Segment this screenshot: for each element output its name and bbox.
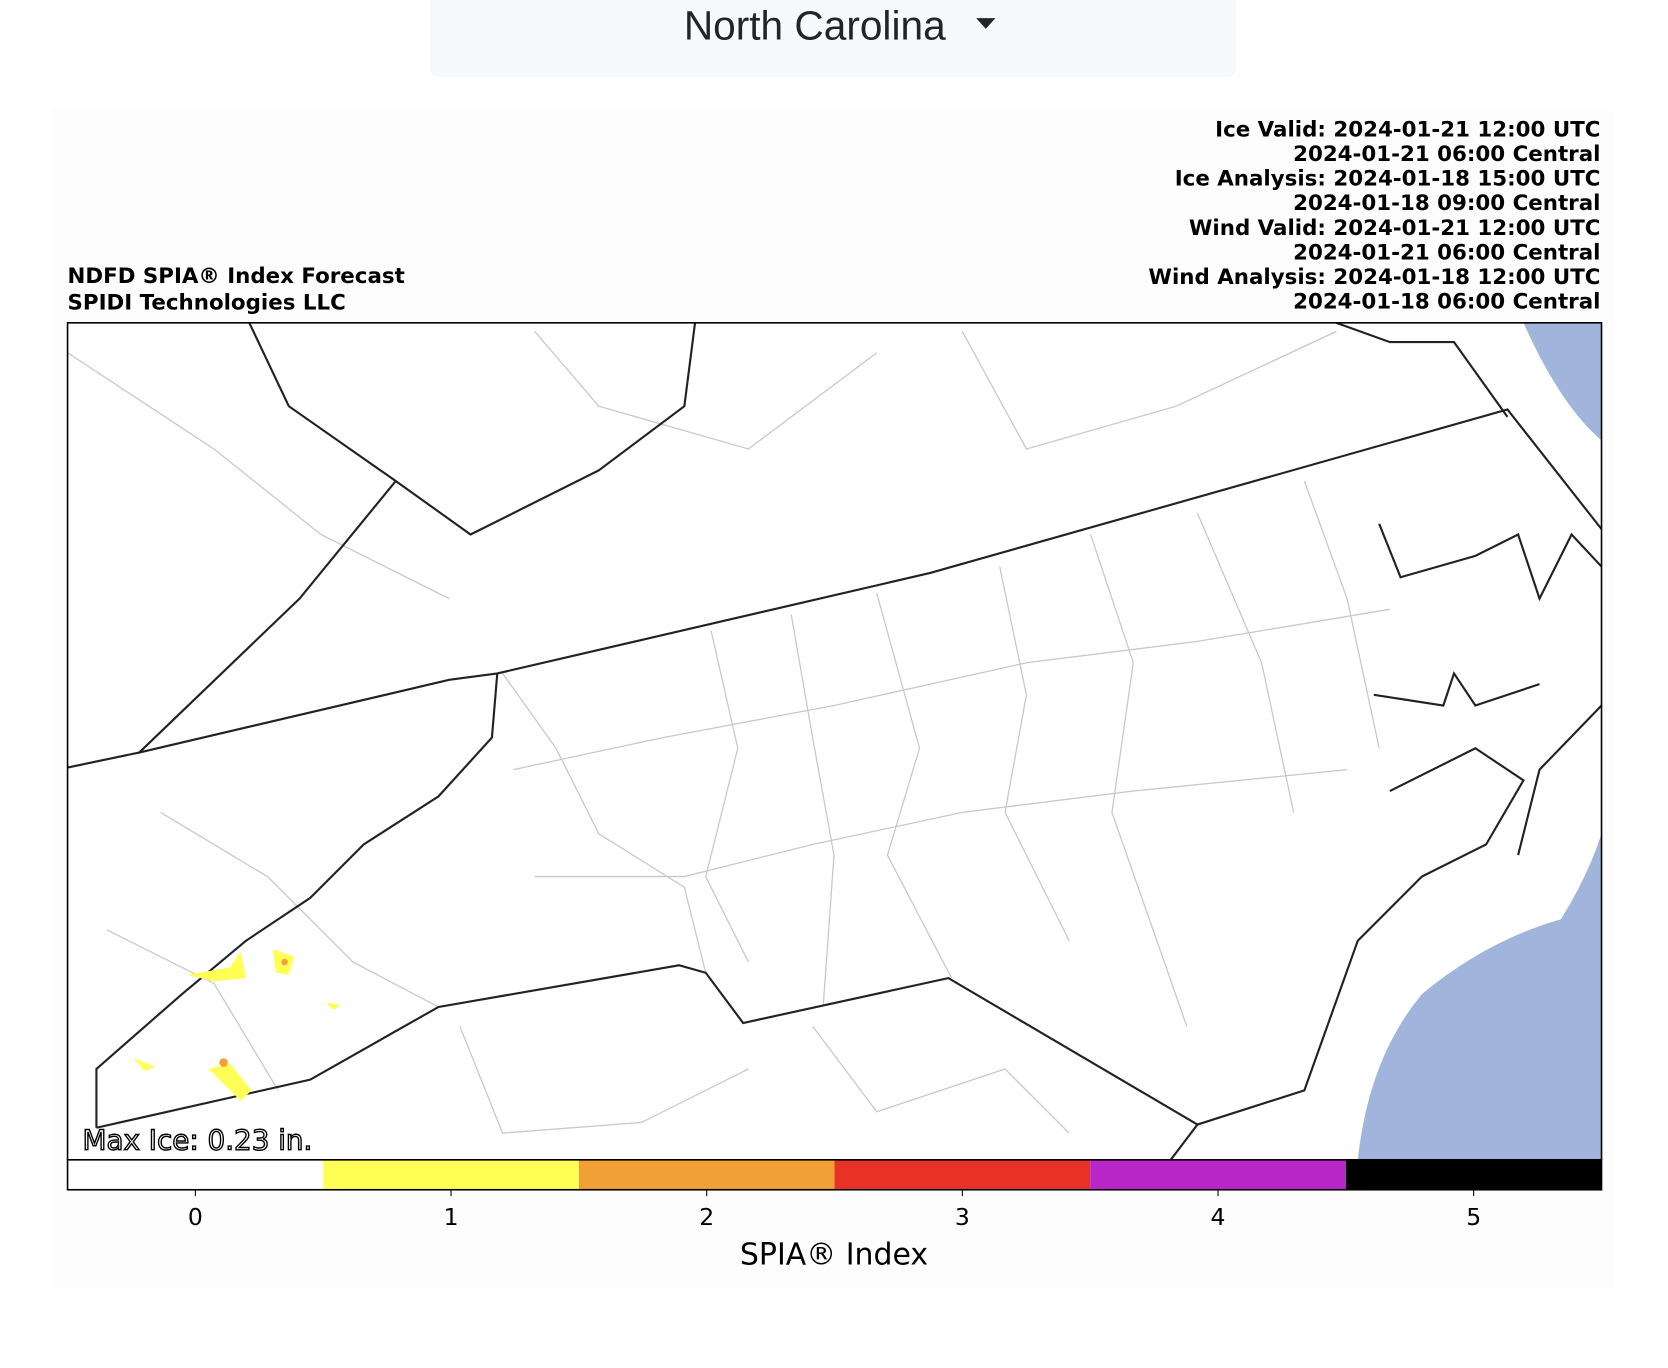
valid-time: 2024-01-18 06:00 Central	[1293, 290, 1600, 315]
colorbar-tick-label: 1	[444, 1203, 459, 1231]
valid-time: 2024-01-21 06:00 Central	[1293, 240, 1600, 265]
colorbar-tick-label: 3	[955, 1203, 970, 1231]
valid-time: Wind Analysis: 2024-01-18 12:00 UTC	[1148, 265, 1600, 290]
county-lines	[67, 330, 1390, 1134]
colorbar-tick-label: 5	[1466, 1203, 1481, 1231]
map-title: SPIDI Technologies LLC	[68, 291, 346, 316]
ocean	[1357, 833, 1602, 1160]
colorbar-tick-label: 2	[699, 1203, 714, 1231]
map	[66, 321, 1603, 1161]
colorbar-tick-label: 4	[1211, 1203, 1226, 1231]
dropdown[interactable]	[429, 0, 1236, 77]
colorbar-segment	[323, 1159, 579, 1190]
map-title: NDFD SPIA® Index Forecast	[68, 264, 405, 289]
ice-areas	[133, 949, 341, 1102]
colorbar-segment	[67, 1159, 324, 1190]
valid-time: 2024-01-18 09:00 Central	[1293, 191, 1600, 216]
valid-time: Wind Valid: 2024-01-21 12:00 UTC	[1189, 216, 1601, 241]
colorbar-label: SPIA® Index	[740, 1238, 928, 1273]
max-ice-label: Max Ice: 0.23 in.	[83, 1124, 313, 1157]
colorbar-segment	[1345, 1159, 1602, 1190]
colorbar-segment	[834, 1159, 1091, 1190]
dropdown-caret[interactable]	[976, 18, 996, 29]
dropdown-label[interactable]: North Carolina	[684, 3, 946, 49]
valid-time: Ice Valid: 2024-01-21 12:00 UTC	[1215, 117, 1600, 142]
state-borders	[67, 321, 1603, 1161]
map-frame-bg	[67, 322, 1602, 1160]
colorbar-tick-label: 0	[188, 1203, 203, 1231]
colorbar-frame	[66, 1159, 1603, 1191]
colorbar-segment	[578, 1159, 835, 1190]
valid-time: 2024-01-21 06:00 Central	[1293, 142, 1600, 167]
colorbar-segment	[1090, 1159, 1346, 1190]
ocean	[1523, 322, 1602, 441]
valid-time: Ice Analysis: 2024-01-18 15:00 UTC	[1175, 167, 1601, 192]
